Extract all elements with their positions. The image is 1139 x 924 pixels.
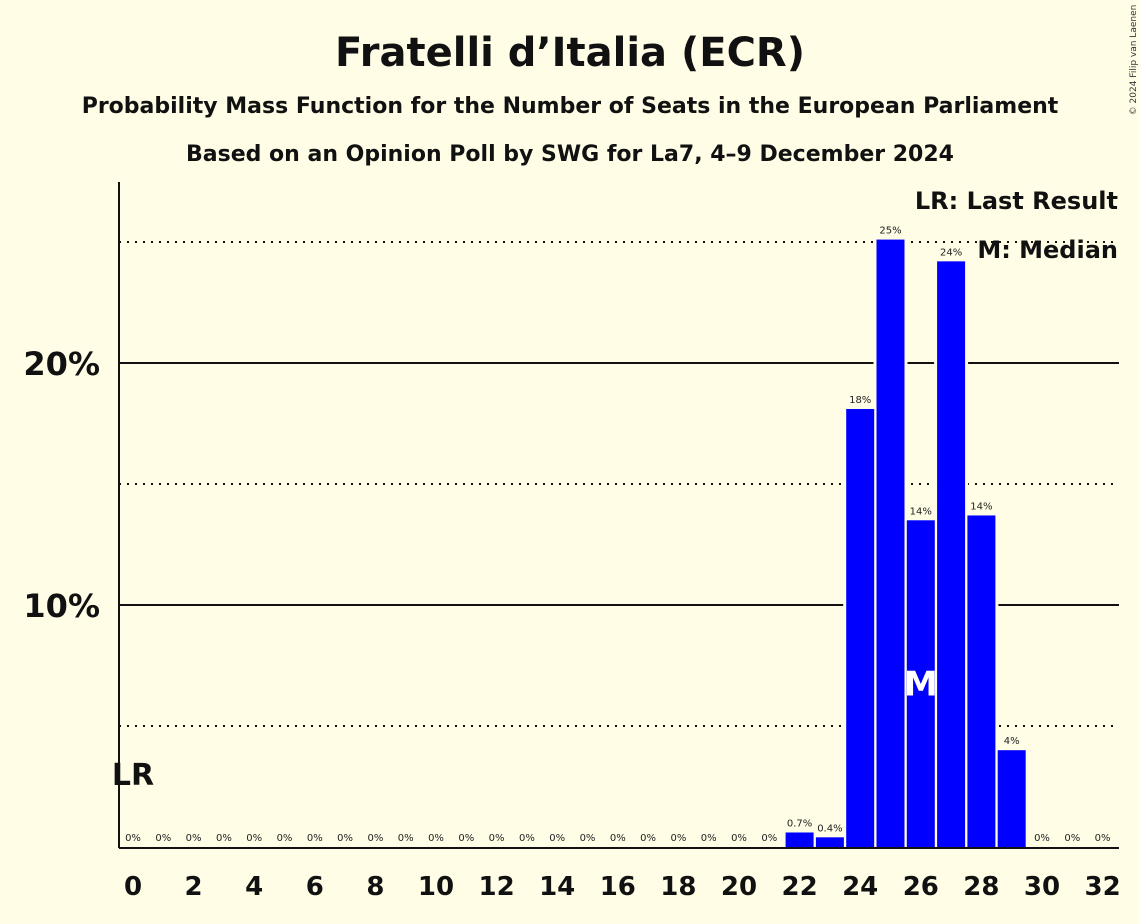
legend-median: M: Median bbox=[977, 236, 1118, 264]
data-label: 0% bbox=[701, 833, 717, 844]
bar bbox=[785, 832, 814, 847]
x-tick-label: 20 bbox=[721, 872, 757, 902]
data-label: 0% bbox=[640, 833, 656, 844]
data-label: 0% bbox=[367, 833, 383, 844]
x-tick-label: 18 bbox=[660, 872, 696, 902]
x-tick-label: 8 bbox=[366, 872, 384, 902]
data-label: 0% bbox=[458, 833, 474, 844]
x-tick-label: 2 bbox=[185, 872, 203, 902]
x-tick-label: 0 bbox=[124, 872, 142, 902]
chart-subtitle: Probability Mass Function for the Number… bbox=[82, 94, 1059, 119]
x-tick-label: 32 bbox=[1085, 872, 1121, 902]
x-tick-label: 26 bbox=[903, 872, 939, 902]
data-label: 24% bbox=[940, 247, 962, 258]
data-label: 0% bbox=[731, 833, 747, 844]
legend-last-result: LR: Last Result bbox=[915, 187, 1118, 215]
data-label: 0% bbox=[610, 833, 626, 844]
chart-title: Fratelli d’Italia (ECR) bbox=[335, 30, 805, 76]
x-tick-label: 22 bbox=[782, 872, 818, 902]
data-label: 0% bbox=[761, 833, 777, 844]
data-label: 0% bbox=[398, 833, 414, 844]
x-tick-label: 4 bbox=[245, 872, 263, 902]
bar bbox=[876, 239, 905, 847]
bar bbox=[997, 750, 1026, 847]
data-label: 18% bbox=[849, 395, 871, 406]
data-label: 14% bbox=[970, 501, 992, 512]
x-tick-label: 28 bbox=[963, 872, 999, 902]
data-label: 0% bbox=[519, 833, 535, 844]
bar bbox=[815, 837, 844, 847]
data-label: 0.7% bbox=[787, 818, 812, 829]
bar bbox=[906, 520, 935, 847]
x-tick-label: 24 bbox=[842, 872, 878, 902]
data-label: 25% bbox=[879, 226, 901, 237]
data-label: 0% bbox=[186, 833, 202, 844]
chart-subtitle-2: Based on an Opinion Poll by SWG for La7,… bbox=[186, 142, 954, 167]
x-tick-label: 12 bbox=[479, 872, 515, 902]
data-label: 0% bbox=[670, 833, 686, 844]
data-label: 0% bbox=[580, 833, 596, 844]
data-label: 0% bbox=[1034, 833, 1050, 844]
median-marker: M bbox=[904, 665, 938, 705]
x-tick-label: 6 bbox=[306, 872, 324, 902]
y-tick-label: 10% bbox=[23, 587, 100, 625]
data-label: 14% bbox=[910, 506, 932, 517]
data-label: 0% bbox=[489, 833, 505, 844]
data-label: 0% bbox=[1064, 833, 1080, 844]
data-label: 0% bbox=[125, 833, 141, 844]
data-label: 0% bbox=[307, 833, 323, 844]
y-tick-label: 20% bbox=[23, 345, 100, 383]
data-label: 0% bbox=[1095, 833, 1111, 844]
x-tick-label: 10 bbox=[418, 872, 454, 902]
data-label: 0% bbox=[277, 833, 293, 844]
bar bbox=[967, 515, 996, 847]
bar bbox=[937, 261, 966, 847]
x-tick-label: 16 bbox=[600, 872, 636, 902]
data-label: 0% bbox=[155, 833, 171, 844]
data-label: 0% bbox=[246, 833, 262, 844]
data-label: 0% bbox=[216, 833, 232, 844]
x-tick-label: 30 bbox=[1024, 872, 1060, 902]
copyright: © 2024 Filip van Laenen bbox=[1129, 5, 1139, 116]
x-tick-label: 14 bbox=[539, 872, 575, 902]
data-label: 0% bbox=[428, 833, 444, 844]
bar bbox=[846, 408, 875, 847]
data-label: 0% bbox=[337, 833, 353, 844]
data-label: 4% bbox=[1004, 736, 1020, 747]
data-label: 0% bbox=[549, 833, 565, 844]
data-label: 0.4% bbox=[817, 823, 842, 834]
